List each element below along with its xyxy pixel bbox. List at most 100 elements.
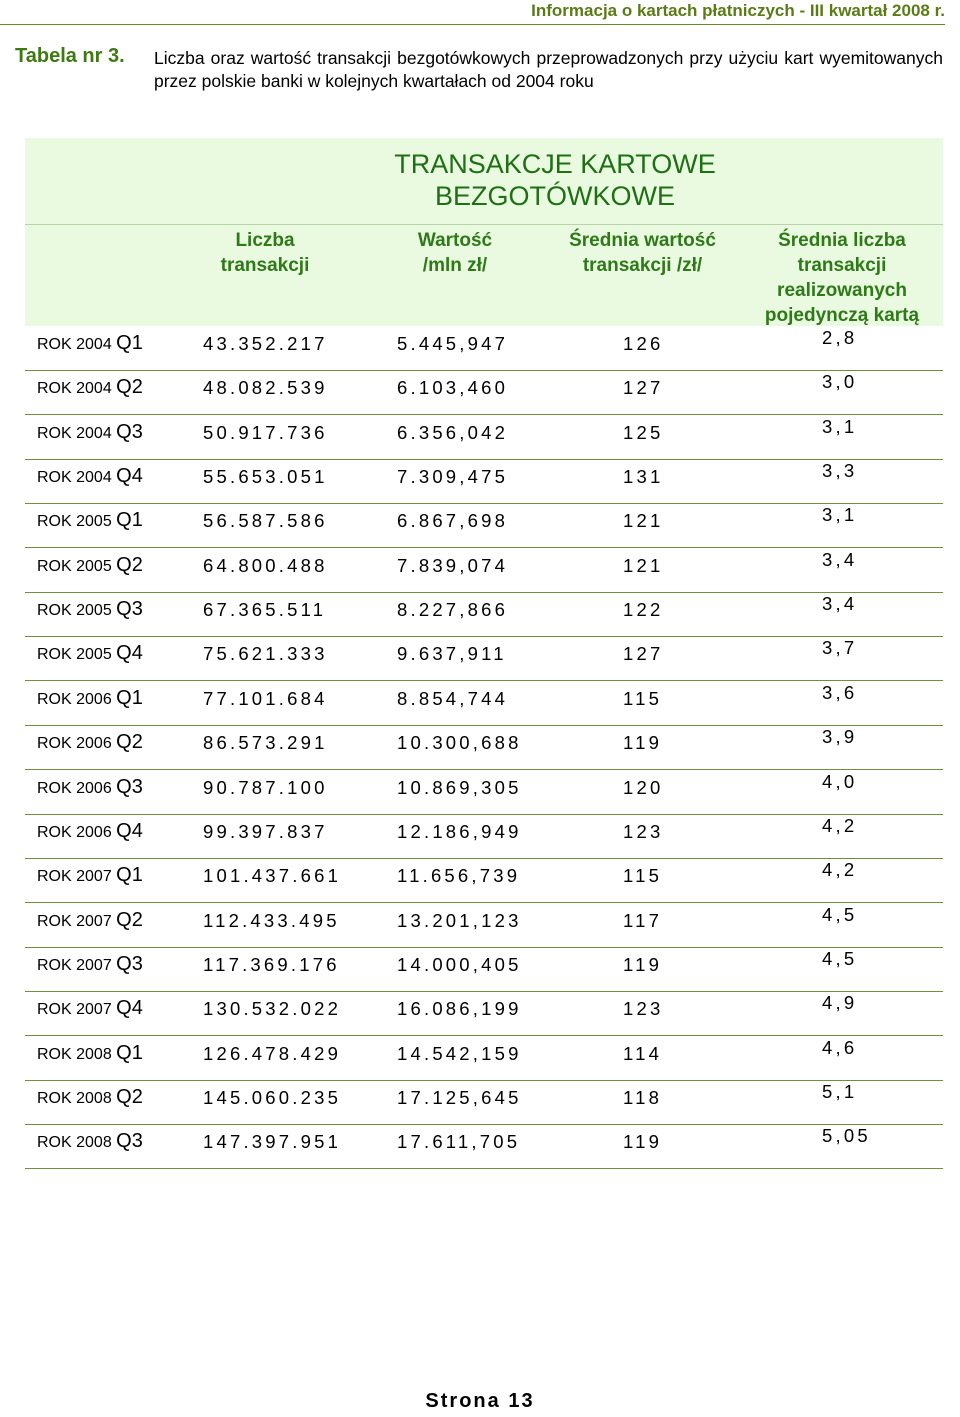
row-label: ROK 2005 Q3 (37, 598, 143, 621)
caption-text: Liczba oraz wartość transakcji bezgotówk… (154, 48, 943, 91)
cell-count: 130.532.022 (203, 998, 342, 1020)
cell-count: 64.800.488 (203, 554, 328, 576)
cell-avg-count: 4,9 (822, 992, 858, 1014)
cell-count: 112.433.495 (203, 909, 340, 931)
cell-avg-count: 4,5 (822, 947, 858, 969)
column-header-count: Liczba transakcji (220, 230, 310, 276)
cell-value: 14.542,159 (397, 1042, 522, 1064)
cell-value: 11.656,739 (397, 865, 521, 887)
row-year: ROK 2008 (37, 1134, 112, 1152)
cell-avg-value: 120 (623, 776, 664, 798)
column-header-value: Wartość /mln zł/ (417, 230, 493, 276)
cell-count: 67.365.511 (203, 599, 327, 621)
cell-avg-value: 127 (623, 643, 664, 665)
cell-value: 16.086,199 (397, 998, 522, 1020)
cell-avg-count: 3,7 (822, 637, 858, 659)
table-row: ROK 2006 Q1 77.101.684 8.854,744 115 3,6 (25, 681, 943, 726)
row-label: ROK 2008 Q2 (37, 1086, 143, 1109)
row-label: ROK 2004 Q3 (37, 421, 143, 444)
cell-avg-count: 3,3 (822, 460, 858, 482)
cell-value: 7.839,074 (397, 554, 509, 576)
row-quarter: Q1 (116, 509, 143, 532)
cell-avg-count: 2,8 (822, 327, 858, 348)
cell-avg-value: 121 (623, 554, 664, 576)
cell-count: 101.437.661 (203, 865, 342, 887)
cell-avg-count: 5,1 (822, 1080, 858, 1102)
cell-avg-value: 119 (623, 732, 663, 754)
table-row: ROK 2006 Q2 86.573.291 10.300,688 119 3,9 (25, 725, 943, 771)
cell-avg-count: 3,0 (822, 371, 858, 393)
cell-avg-count: 4,6 (822, 1036, 858, 1058)
row-quarter: Q2 (116, 908, 143, 931)
cell-avg-count: 3,1 (822, 415, 858, 437)
row-year: ROK 2004 (37, 380, 112, 398)
cell-avg-value: 131 (623, 466, 664, 488)
cell-value: 6.103,460 (397, 377, 509, 399)
cell-avg-value: 123 (623, 820, 664, 842)
row-year: ROK 2007 (37, 1001, 112, 1019)
row-label: ROK 2006 Q3 (37, 776, 143, 799)
row-quarter: Q4 (116, 465, 143, 488)
row-quarter: Q1 (116, 1041, 143, 1064)
cell-count: 126.478.429 (203, 1042, 342, 1064)
cell-avg-count: 3,6 (822, 681, 858, 703)
table-row: ROK 2005 Q1 56.587.586 6.867,698 121 3,1 (25, 503, 943, 549)
cell-avg-count: 3,1 (822, 504, 858, 526)
row-year: ROK 2008 (37, 1089, 112, 1107)
cell-value: 6.356,042 (397, 421, 509, 443)
cell-avg-value: 123 (623, 998, 664, 1020)
column-header-avg-value: Średnia wartość transakcji /zł/ (569, 230, 716, 276)
row-quarter: Q3 (116, 775, 143, 798)
cell-count: 145.060.235 (203, 1086, 342, 1108)
row-quarter: Q1 (116, 332, 143, 354)
row-quarter: Q1 (116, 686, 143, 709)
cell-avg-count: 5,05 (822, 1125, 871, 1147)
row-year: ROK 2004 (37, 424, 112, 442)
cell-value: 9.637,911 (397, 643, 507, 665)
cell-avg-count: 4,5 (822, 903, 858, 925)
table-row: ROK 2008 Q1 126.478.429 14.542,159 114 4,6 (25, 1036, 943, 1081)
row-year: ROK 2005 (37, 646, 112, 664)
cell-value: 10.300,688 (397, 732, 522, 754)
row-label: ROK 2007 Q2 (37, 909, 143, 932)
cell-avg-count: 3,9 (822, 726, 858, 748)
row-label: ROK 2005 Q2 (37, 554, 143, 577)
table-row: ROK 2006 Q3 90.787.100 10.869,305 120 4,0 (25, 770, 943, 815)
table-row: ROK 2007 Q3 117.369.176 14.000,405 119 4,5 (25, 947, 943, 992)
table-row: ROK 2007 Q2 112.433.495 13.201,123 117 4,5 (25, 903, 943, 948)
row-year: ROK 2005 (37, 602, 112, 620)
cell-count: 117.369.176 (203, 953, 340, 975)
row-quarter: Q4 (116, 642, 143, 665)
cell-value: 6.867,698 (397, 510, 509, 532)
cell-count: 43.352.217 (203, 333, 328, 354)
cell-avg-count: 4,0 (822, 770, 858, 792)
cell-avg-value: 119 (623, 1131, 663, 1153)
table-row: ROK 2005 Q2 64.800.488 7.839,074 121 3,4 (25, 548, 943, 593)
caption-label: Tabela nr 3. (15, 45, 125, 67)
table-row: ROK 2008 Q3 147.397.951 17.611,705 119 5,05 (25, 1124, 943, 1170)
row-label: ROK 2008 Q3 (37, 1130, 143, 1153)
row-year: ROK 2006 (37, 779, 112, 797)
table-row: ROK 2007 Q1 101.437.661 11.656,739 115 4,2 (25, 858, 943, 904)
row-year: ROK 2005 (37, 557, 112, 575)
cell-count: 55.653.051 (203, 466, 328, 488)
row-quarter: Q3 (116, 598, 143, 621)
cell-value: 10.869,305 (397, 776, 522, 798)
cell-avg-count: 3,4 (822, 593, 858, 615)
row-quarter: Q3 (116, 1130, 143, 1153)
cell-value: 7.309,475 (397, 466, 509, 488)
page-header: Informacja o kartach płatniczych - III k… (0, 0, 945, 25)
group-title: TRANSAKCJE KARTOWE BEZGOTÓWKOWE (394, 149, 716, 211)
table-row: ROK 2007 Q4 130.532.022 16.086,199 123 4,9 (25, 991, 943, 1037)
cell-avg-count: 4,2 (822, 814, 858, 836)
row-label: ROK 2007 Q4 (37, 997, 143, 1020)
cell-count: 50.917.736 (203, 421, 328, 443)
row-label: ROK 2004 Q1 (37, 332, 143, 355)
cell-count: 77.101.684 (203, 687, 328, 709)
row-year: ROK 2004 (37, 336, 112, 353)
cell-value: 8.854,744 (397, 687, 509, 709)
table-header: TRANSAKCJE KARTOWE BEZGOTÓWKOWE Liczba t… (25, 138, 943, 326)
cell-avg-value: 118 (623, 1086, 663, 1108)
cell-avg-value: 114 (623, 1042, 663, 1064)
header-title: Informacja o kartach płatniczych - III k… (531, 1, 945, 20)
